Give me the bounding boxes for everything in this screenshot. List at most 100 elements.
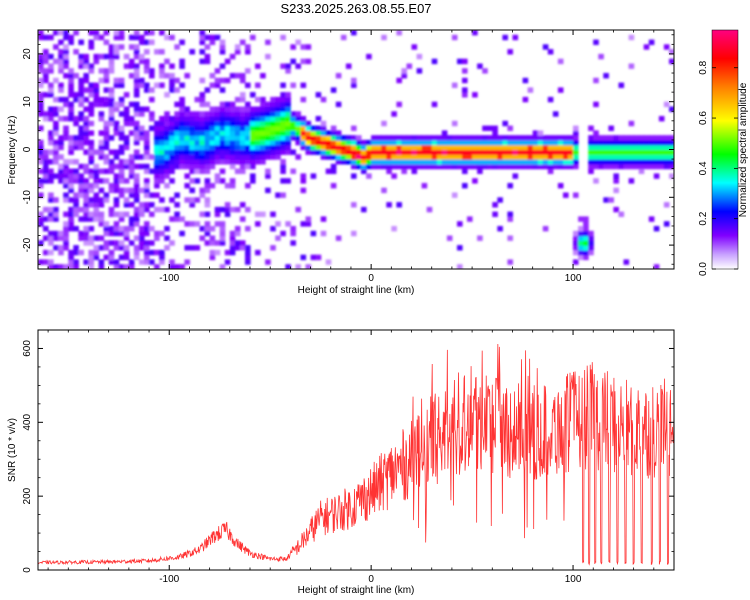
spectrogram-cell <box>53 77 59 84</box>
spectrogram-cell <box>189 159 195 165</box>
spectrogram-cell <box>169 159 175 165</box>
spectrogram-cell <box>128 202 135 208</box>
spectrogram-cell <box>492 125 498 131</box>
spectrogram-cell <box>139 235 145 241</box>
spectrogram-cell <box>93 168 100 174</box>
spectrogram-cell <box>58 68 64 74</box>
spectrogram-cell <box>144 144 150 151</box>
spectrogram-cell <box>255 130 261 136</box>
spectrogram-cell <box>93 206 100 213</box>
spectrogram-cell <box>48 168 54 174</box>
spectrogram-cell <box>103 139 110 146</box>
spectrogram-cell <box>88 101 95 108</box>
spectrogram-cell <box>366 159 372 165</box>
spectrogram-cell <box>159 73 165 79</box>
spectrogram-cell <box>522 96 529 103</box>
spectrogram-cell <box>229 154 236 160</box>
spectrogram-cell <box>345 154 352 160</box>
spectrogram-cell <box>250 111 256 117</box>
spectrogram-cell <box>643 135 650 141</box>
spectrogram-cell <box>224 183 231 189</box>
spectrogram-cell <box>275 130 281 136</box>
spectrogram-cell <box>154 135 160 141</box>
spectrogram-cell <box>492 202 498 208</box>
spectrogram-cell <box>58 168 64 174</box>
spectrogram-cell <box>507 144 513 151</box>
spectrogram-cell <box>219 168 226 174</box>
spectrogram-cell <box>159 259 165 265</box>
spectrogram-cell <box>93 163 100 170</box>
spectrogram-cell <box>270 149 276 155</box>
spectrogram-cell <box>507 125 513 131</box>
spectrogram-cell <box>98 101 105 108</box>
spectrogram-cell <box>239 116 246 122</box>
spectrogram-cell <box>239 106 246 112</box>
spectrogram-cell <box>144 254 150 261</box>
spectrogram-cell <box>149 211 155 217</box>
spectrogram-cell <box>108 240 115 246</box>
spectrogram-cell <box>144 183 150 189</box>
spectrogram-cell <box>214 34 221 41</box>
spectrogram-cell <box>371 163 377 170</box>
spectrogram-cell <box>310 173 317 179</box>
spectrogram-cell <box>83 259 89 265</box>
spectrogram-cell <box>229 183 236 189</box>
spectrogram-cell <box>391 111 397 117</box>
spectrogram-cell <box>93 183 100 189</box>
spectrogram-cell <box>265 173 271 179</box>
spectrogram-cell <box>361 139 367 146</box>
spectrogram-cell <box>613 163 619 170</box>
spectrogram-cell <box>512 154 519 160</box>
spectrogram-cell <box>88 197 95 203</box>
spectrogram-cell <box>48 106 54 112</box>
spectrogram-cell <box>108 183 115 189</box>
spectrogram-cell <box>345 135 352 141</box>
spectrogram-cell <box>118 230 125 237</box>
spectrogram-cell <box>144 230 150 237</box>
spectrogram-cell <box>139 34 145 41</box>
spectrogram-cell <box>295 139 301 146</box>
spectrogram-cell <box>265 135 271 141</box>
spectrogram-cell <box>98 259 105 265</box>
spectrogram-cell <box>573 125 579 131</box>
spectrogram-cell <box>441 149 448 155</box>
spectrogram-cell <box>194 120 201 127</box>
spectrogram-cell <box>507 159 513 165</box>
spectrogram-cell <box>118 82 125 88</box>
spectrogram-cell <box>391 154 397 160</box>
spectrogram-cell <box>73 264 79 269</box>
spectrogram-cell <box>103 197 110 203</box>
spectrogram-cell <box>189 120 195 127</box>
spectrogram-cell <box>113 130 120 136</box>
spectrogram-cell <box>542 163 549 170</box>
spectrogram-cell <box>48 197 54 203</box>
colorbar-tick-label: 0.2 <box>698 211 709 225</box>
spectrogram-cell <box>53 44 59 50</box>
spectrogram-cell <box>568 135 574 141</box>
spectrogram-cell <box>628 139 635 146</box>
spectrogram-cell <box>159 139 165 146</box>
spectrogram-cell <box>209 73 216 79</box>
spectrogram-cell <box>320 135 327 141</box>
spectrogram-cell <box>366 149 372 155</box>
spectrogram-cell <box>128 192 135 198</box>
spectrogram-cell <box>103 101 110 108</box>
spectrogram-cell <box>391 139 397 146</box>
spectrogram-cell <box>38 92 44 98</box>
spectrogram-cell <box>608 154 614 160</box>
spectrogram-cell <box>149 259 155 265</box>
spectrogram-cell <box>179 144 185 151</box>
spectrogram-cell <box>381 163 387 170</box>
spectrogram-cell <box>603 144 609 151</box>
spectrogram-cell <box>214 178 221 184</box>
spectrogram-cell <box>53 149 59 155</box>
spectrogram-cell <box>139 202 145 208</box>
spectrogram-cell <box>638 154 645 160</box>
spectrogram-cell <box>108 49 115 55</box>
spectrogram-cell <box>492 163 498 170</box>
spectrogram-cell <box>436 159 443 165</box>
spectrogram-cell <box>356 159 362 165</box>
spectrogram-cell <box>522 149 529 155</box>
spectrogram-cell <box>280 63 286 69</box>
